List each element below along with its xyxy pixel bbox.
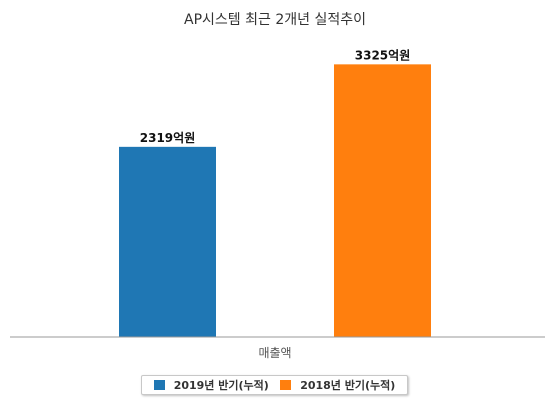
legend-item-2019[interactable]: 2019년 반기(누적) [153, 377, 269, 393]
legend-swatch-2019 [153, 380, 165, 390]
legend: 2019년 반기(누적) 2018년 반기(누적) [141, 375, 408, 395]
bar-2018[interactable] [334, 64, 431, 337]
legend-swatch-2018 [280, 380, 292, 390]
data-label-2018: 3325억원 [355, 48, 410, 62]
chart-title: AP시스템 최근 2개년 실적추이 [184, 12, 366, 28]
legend-item-2018[interactable]: 2018년 반기(누적) [280, 377, 395, 393]
legend-label-2018: 2018년 반기(누적) [300, 379, 396, 392]
legend-label-2019: 2019년 반기(누적) [173, 379, 269, 392]
bar-2019[interactable] [119, 146, 216, 337]
category-label: 매출액 [258, 346, 291, 360]
data-label-2019: 2319억원 [140, 131, 195, 145]
